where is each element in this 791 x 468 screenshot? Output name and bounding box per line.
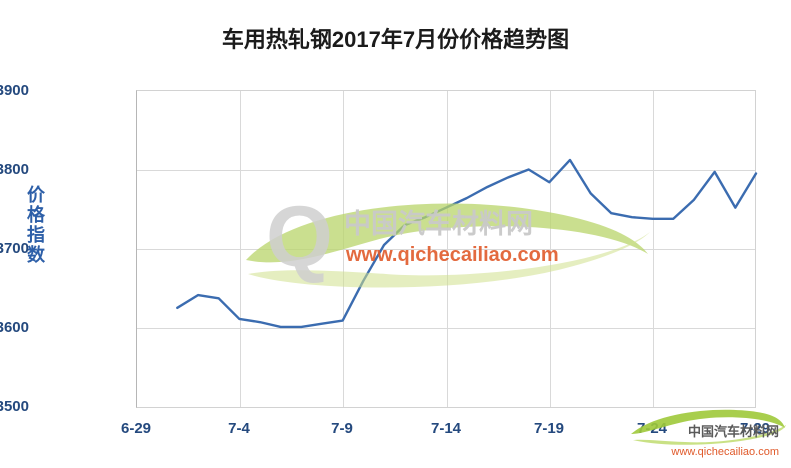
corner-logo-brand: 中国汽车材料网 (687, 424, 779, 439)
chart-title: 车用热轧钢2017年7月份价格趋势图 (221, 27, 570, 52)
y-tick-label: 3700 (0, 240, 29, 257)
corner-logo: 中国汽车材料网 www.qichecailiao.com (627, 404, 787, 464)
y-tick-label: 3800 (0, 161, 29, 178)
x-tick-label: 7-4 (228, 420, 250, 437)
y-tick-label: 3900 (0, 82, 29, 99)
y-tick-label: 3600 (0, 319, 29, 336)
price-index-line (176, 158, 758, 329)
x-tick-label: 7-14 (430, 420, 462, 437)
grid-line (137, 328, 755, 329)
grid-line (137, 170, 755, 171)
x-tick-label: 7-9 (331, 420, 353, 437)
grid-line (653, 91, 654, 407)
x-tick-label: 7-19 (533, 420, 565, 437)
x-tick-label: 7-29 (739, 420, 771, 437)
corner-logo-url: www.qichecailiao.com (671, 446, 779, 458)
grid-line (240, 91, 241, 407)
y-axis-title: 价格指数 (25, 185, 45, 265)
y-tick-label: 3500 (0, 398, 29, 415)
x-tick-label: 6-29 (120, 420, 152, 437)
corner-logo-swoosh-icon (631, 409, 786, 445)
